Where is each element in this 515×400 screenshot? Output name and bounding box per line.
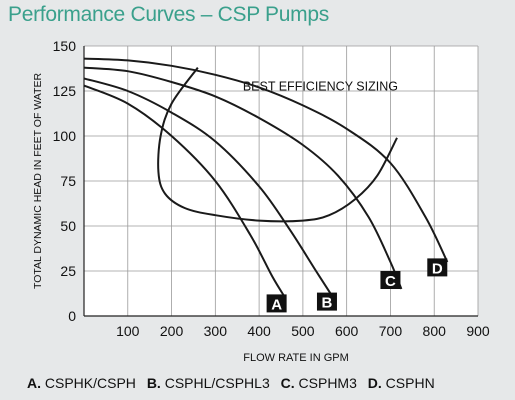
x-tick-label: 500 (291, 323, 315, 339)
y-tick-label: 125 (53, 83, 77, 99)
series-line-c (83, 66, 403, 290)
y-tick-label: 75 (60, 173, 76, 189)
x-tick-label: 100 (116, 323, 140, 339)
x-tick-label: 800 (423, 323, 447, 339)
y-tick-label: 25 (60, 263, 76, 279)
legend-text: CSPHK/CSPH (44, 375, 136, 391)
curve-label-c: C (385, 273, 396, 290)
legend-letter: D. (367, 375, 382, 391)
y-axis-label: TOTAL DYNAMIC HEAD IN FEET OF WATER (32, 73, 44, 289)
legend-item-a: A. CSPHK/CSPH (27, 375, 136, 391)
y-tick-label: 150 (53, 38, 77, 54)
legend: A. CSPHK/CSPH B. CSPHL/CSPHL3 C. CSPHM3 … (27, 375, 442, 391)
curve-label-box-d (427, 258, 448, 277)
curve-label-box-b (316, 292, 337, 311)
legend-letter: B. (146, 375, 161, 391)
curve-label-d: D (432, 260, 443, 277)
x-tick-label: 400 (247, 323, 271, 339)
chart-title: Performance Curves – CSP Pumps (8, 3, 329, 26)
y-tick-label: 100 (53, 128, 77, 144)
series-line-a (83, 84, 287, 299)
series-line-d (83, 57, 449, 263)
x-tick-label: 700 (379, 323, 403, 339)
x-axis-label: FLOW RATE IN GPM (243, 352, 349, 364)
curve-label-box-a (266, 294, 287, 313)
legend-item-d: D. CSPHN (368, 375, 435, 391)
legend-text: CSPHN (385, 375, 435, 391)
curve-label-a: A (271, 296, 282, 313)
x-tick-label: 300 (204, 323, 228, 339)
legend-item-c: C. CSPHM3 (281, 375, 357, 391)
efficiency-envelope-line (157, 67, 398, 223)
best-efficiency-annotation: BEST EFFICIENCY SIZING (243, 80, 398, 94)
curve-label-box-c (380, 271, 401, 289)
legend-letter: A. (27, 375, 41, 391)
legend-text: CSPHM3 (298, 375, 357, 391)
x-tick-label: 200 (160, 323, 184, 339)
series-line-b (83, 77, 337, 303)
performance-chart: 100 200 300 400 500 600 700 800 900 0 25 50 75 100 125… (32, 38, 490, 364)
legend-item-b: B. CSPHL/CSPHL3 (147, 375, 270, 391)
y-tick-label: 50 (60, 218, 76, 234)
legend-text: CSPHL/CSPHL3 (164, 375, 270, 391)
y-tick-label: 0 (68, 308, 76, 324)
legend-letter: C. (280, 375, 295, 391)
x-tick-label: 600 (335, 323, 359, 339)
x-tick-label: 900 (466, 323, 490, 339)
curve-label-b: B (322, 295, 333, 312)
